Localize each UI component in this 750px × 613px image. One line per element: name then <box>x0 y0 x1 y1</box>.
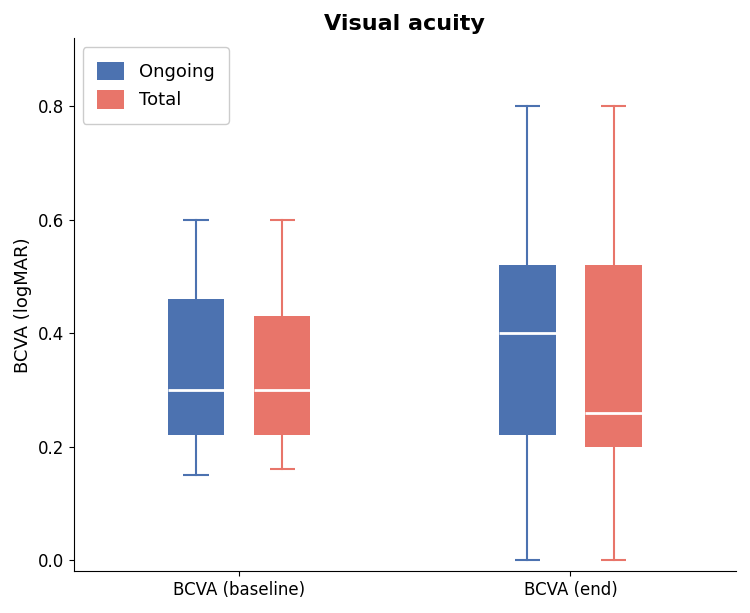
Y-axis label: BCVA (logMAR): BCVA (logMAR) <box>14 237 32 373</box>
Legend: Ongoing, Total: Ongoing, Total <box>82 47 229 124</box>
Bar <box>254 316 310 435</box>
Title: Visual acuity: Visual acuity <box>325 14 485 34</box>
Bar <box>168 299 224 435</box>
Bar <box>500 265 556 435</box>
Bar <box>586 265 642 447</box>
